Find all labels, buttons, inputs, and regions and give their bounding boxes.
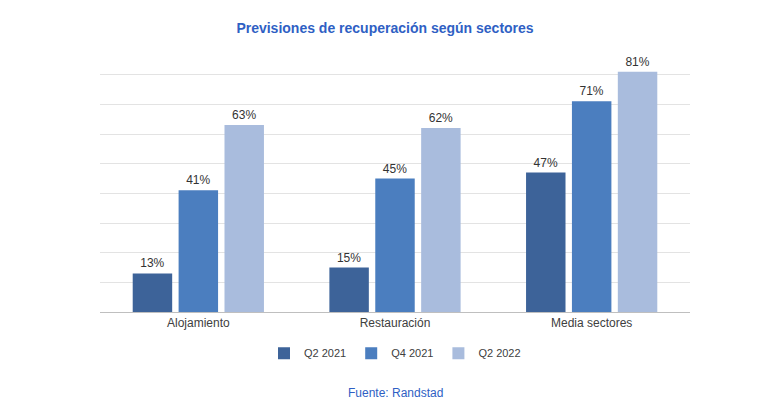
svg-text:62%: 62% (429, 111, 453, 125)
svg-text:47%: 47% (534, 156, 558, 170)
svg-text:Q2 2022: Q2 2022 (478, 347, 520, 359)
svg-text:41%: 41% (186, 173, 210, 187)
svg-text:63%: 63% (232, 108, 256, 122)
svg-text:Restauración: Restauración (360, 316, 431, 330)
svg-text:Previsiones de recuperación se: Previsiones de recuperación según sector… (236, 20, 533, 36)
svg-text:81%: 81% (625, 55, 649, 69)
svg-text:15%: 15% (337, 251, 361, 265)
svg-text:Media sectores: Media sectores (551, 316, 632, 330)
svg-text:Alojamiento: Alojamiento (167, 316, 230, 330)
svg-text:45%: 45% (383, 162, 407, 176)
svg-text:Q4 2021: Q4 2021 (391, 347, 433, 359)
svg-text:Q2 2021: Q2 2021 (304, 347, 346, 359)
svg-text:13%: 13% (140, 256, 164, 270)
svg-text:71%: 71% (579, 84, 603, 98)
svg-text:Fuente: Randstad: Fuente: Randstad (348, 386, 443, 400)
